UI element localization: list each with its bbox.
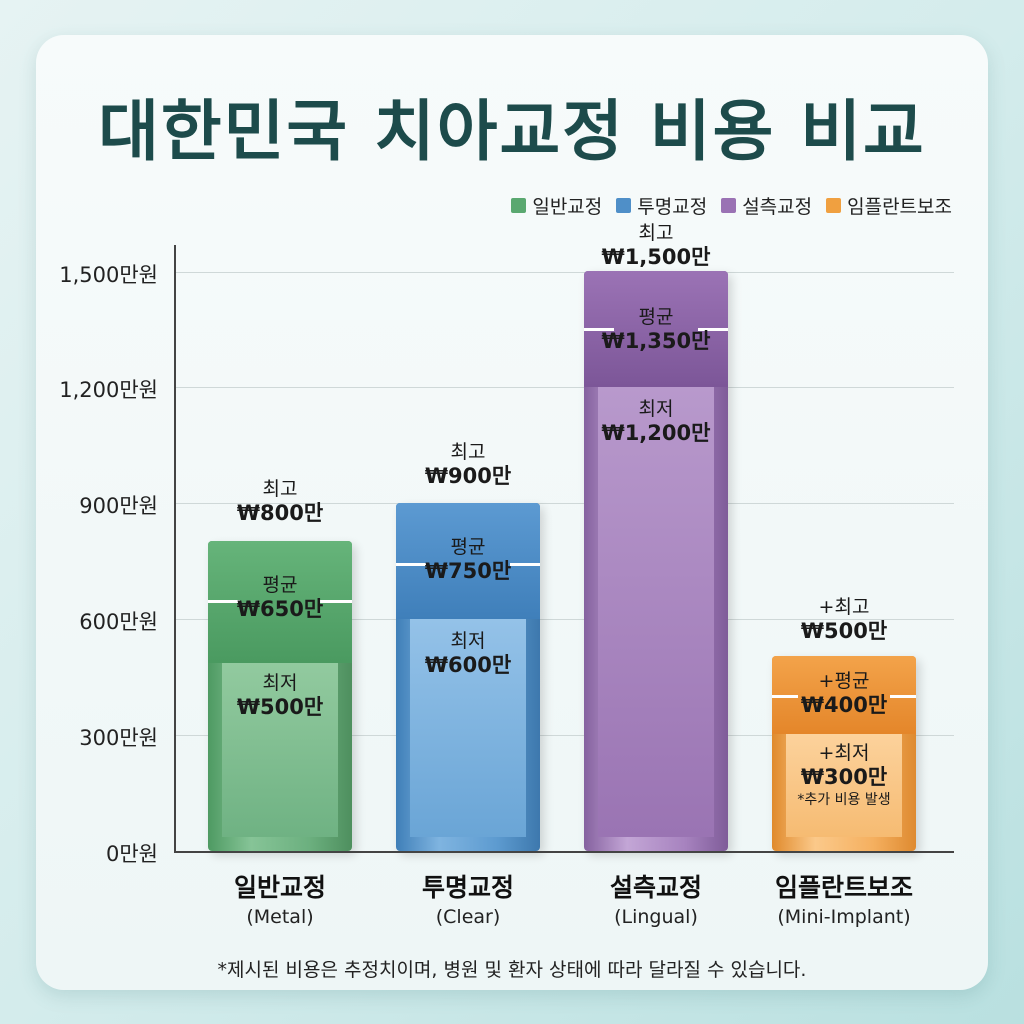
bar-lingual[interactable] [584, 271, 728, 851]
gridline [176, 619, 954, 620]
bar-max-label: +최고 ₩500만 [800, 596, 888, 643]
legend-item-metal: 일반교정 [511, 192, 602, 219]
category-label-metal: 일반교정 (Metal) [233, 873, 326, 928]
bar-min-label: 최저 ₩600만 [424, 630, 512, 677]
avg-marker [510, 563, 540, 566]
legend-label: 임플란트보조 [847, 196, 952, 218]
bar-avg-segment [396, 503, 540, 619]
bar-min-label: 최저 ₩500만 [236, 672, 324, 719]
legend-swatch-orange-icon [826, 198, 842, 213]
legend-label: 일반교정 [532, 196, 603, 218]
legend-item-clear: 투명교정 [616, 192, 707, 219]
bar-body [222, 663, 338, 837]
bar-clear[interactable] [396, 503, 540, 851]
legend-item-lingual: 설측교정 [721, 192, 812, 219]
y-tick-label: 1,500만원 [59, 263, 158, 287]
bar-min-label: +최저 ₩300만 *추가 비용 발생 [754, 742, 934, 809]
bar-metal[interactable] [208, 541, 352, 851]
y-tick-label: 600만원 [79, 610, 158, 634]
bar-max-label: 최고 ₩800만 [236, 478, 324, 525]
bar-avg-label: 평균 ₩1,350만 [601, 306, 711, 353]
avg-marker [208, 600, 240, 603]
bar-body [786, 734, 902, 837]
bar-avg-label: 평균 ₩750만 [424, 536, 512, 583]
y-axis [174, 245, 176, 853]
bar-avg-label: 평균 ₩650만 [236, 574, 324, 621]
legend-label: 투명교정 [637, 196, 708, 218]
avg-marker [584, 328, 614, 331]
gridline [176, 387, 954, 388]
avg-marker [772, 695, 798, 698]
category-label-lingual: 설측교정 (Lingual) [609, 873, 702, 928]
x-axis [174, 851, 954, 853]
legend-label: 설측교정 [742, 196, 813, 218]
avg-marker [396, 563, 426, 566]
legend-swatch-purple-icon [721, 198, 737, 213]
category-label-mini-implant: 임플란트보조 (Mini-Implant) [774, 873, 913, 928]
y-tick-label: 0만원 [105, 842, 158, 866]
gridline [176, 503, 954, 504]
avg-marker [890, 695, 916, 698]
legend-swatch-blue-icon [616, 198, 632, 213]
gridline [176, 735, 954, 736]
bar-max-label: 최고 ₩900만 [424, 441, 512, 488]
category-label-clear: 투명교정 (Clear) [421, 873, 514, 928]
legend-swatch-green-icon [511, 198, 527, 213]
chart-title: 대한민국 치아교정 비용 비교 [98, 93, 926, 170]
bar-avg-label: +평균 ₩400만 [800, 670, 888, 717]
extra-cost-note: *추가 비용 발생 [797, 791, 891, 808]
footnote: *제시된 비용은 추정치이며, 병원 및 환자 상태에 따라 달라질 수 있습니… [217, 959, 807, 981]
legend-item-implant: 임플란트보조 [826, 192, 952, 219]
gridline [176, 272, 954, 273]
y-tick-label: 300만원 [79, 726, 158, 750]
bar-min-label: 최저 ₩1,200만 [601, 398, 711, 445]
bar-body [598, 387, 714, 837]
avg-marker [698, 328, 728, 331]
legend: 일반교정 투명교정 설측교정 임플란트보조 [511, 192, 952, 219]
bar-body [410, 619, 526, 837]
y-tick-label: 900만원 [79, 494, 158, 518]
y-tick-label: 1,200만원 [59, 378, 158, 402]
avg-marker [320, 600, 352, 603]
bar-max-label: 최고 ₩1,500만 [601, 222, 711, 269]
